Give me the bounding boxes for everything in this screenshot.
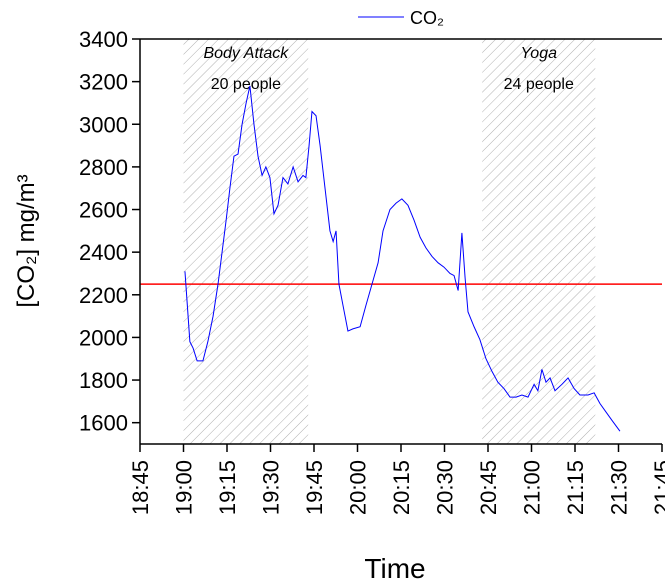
y-tick-label: 3400 [79, 27, 128, 52]
region-label: Body Attack [203, 45, 289, 62]
x-tick-label: 21:45 [650, 460, 665, 515]
x-tick-label: 20:00 [346, 460, 371, 515]
x-tick-label: 21:00 [520, 460, 545, 515]
y-tick-label: 3200 [79, 70, 128, 95]
x-tick-label: 19:30 [259, 460, 284, 515]
shaded-region [482, 39, 596, 444]
y-tick-label: 2800 [79, 155, 128, 180]
data-line [184, 85, 621, 432]
y-tick-label: 2600 [79, 198, 128, 223]
region-sublabel: 24 people [504, 76, 574, 93]
y-tick-label: 2400 [79, 240, 128, 265]
x-axis-label: Time [364, 553, 425, 583]
y-tick-label: 2000 [79, 325, 128, 350]
x-tick-label: 20:30 [433, 460, 458, 515]
y-tick-label: 1600 [79, 411, 128, 436]
x-tick-label: 18:45 [128, 460, 153, 515]
y-tick-label: 3000 [79, 112, 128, 137]
x-tick-label: 19:15 [215, 460, 240, 515]
x-tick-label: 21:30 [607, 460, 632, 515]
x-tick-label: 19:00 [172, 460, 197, 515]
region-sublabel: 20 people [211, 76, 281, 93]
legend-label: CO₂ [410, 8, 444, 28]
y-axis-label: [CO₂] mg/m³ [13, 174, 40, 307]
x-tick-label: 20:15 [389, 460, 414, 515]
y-tick-label: 2200 [79, 283, 128, 308]
y-tick-label: 1800 [79, 368, 128, 393]
shaded-region [183, 39, 309, 444]
x-tick-label: 21:15 [563, 460, 588, 515]
region-label: Yoga [521, 45, 558, 62]
x-tick-label: 20:45 [476, 460, 501, 515]
x-tick-label: 19:45 [302, 460, 327, 515]
